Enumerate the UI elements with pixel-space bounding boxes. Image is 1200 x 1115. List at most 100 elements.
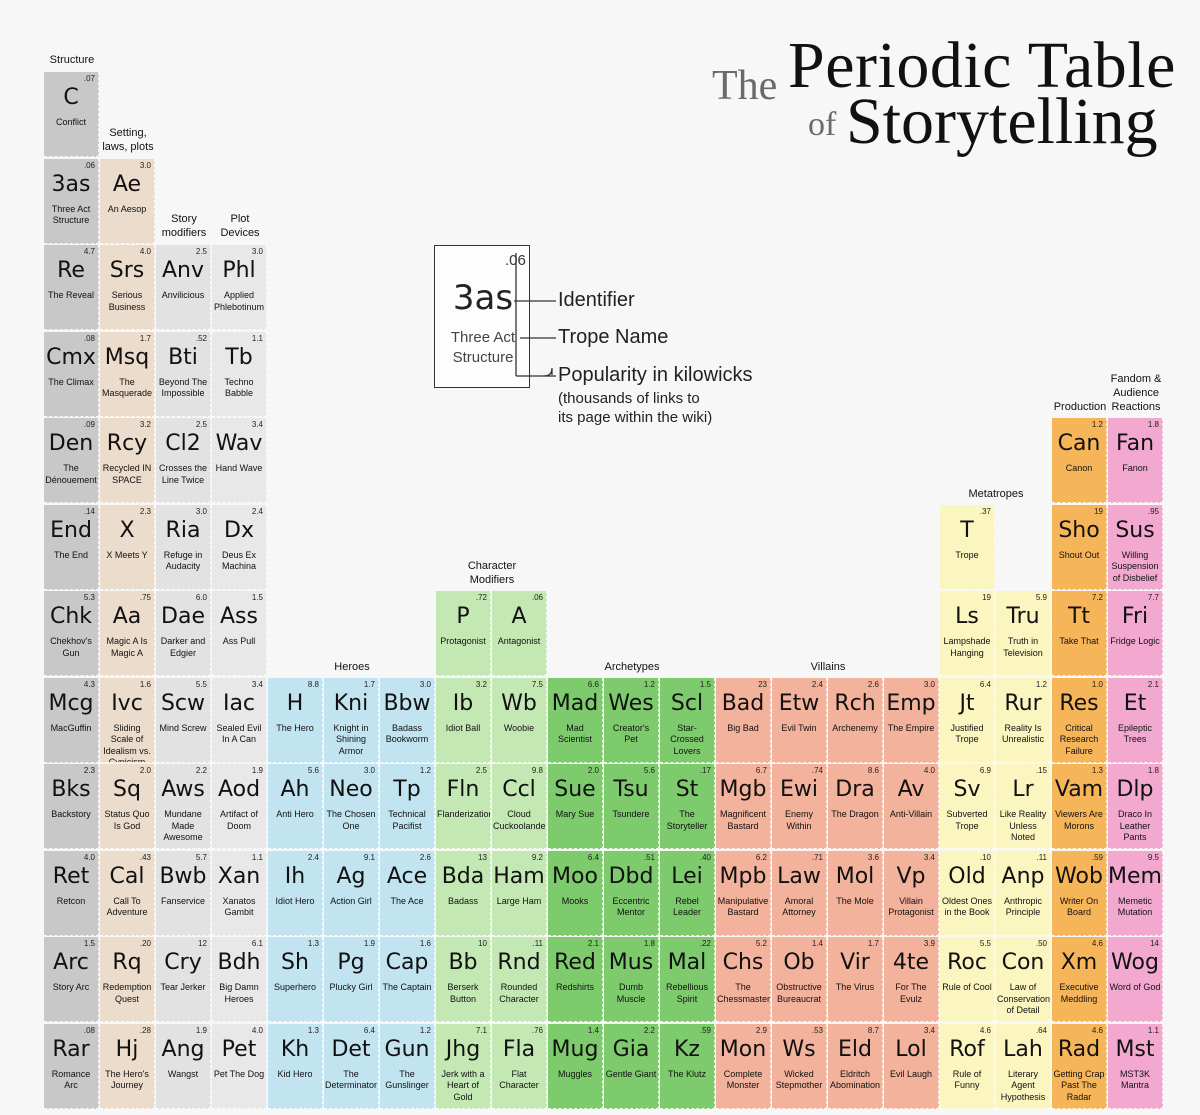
element-dx: 2.4 Dx Deus Ex Machina: [212, 504, 267, 590]
element-symbol: Bti: [168, 344, 198, 370]
element-popularity: .08: [83, 1025, 95, 1035]
group-label: Villains: [810, 661, 846, 673]
element-name: Flanderization: [437, 809, 491, 819]
element-symbol: Lah: [1003, 1036, 1043, 1062]
element-popularity: 3.0: [363, 766, 375, 775]
element-name: The Captain: [382, 982, 432, 992]
element-symbol: Ih: [284, 863, 306, 889]
element-popularity: 1.7: [867, 939, 879, 948]
element-symbol: Pet: [221, 1036, 257, 1062]
element-scl: 1.5 Scl Star-Crossed Lovers: [660, 677, 715, 763]
element-vir: 1.7 Vir The Virus: [828, 937, 883, 1022]
element-anv: 2.5 Anv Anvilicious: [156, 245, 211, 330]
group-label: Character Modifiers: [467, 560, 517, 586]
element-bda: 13 Bda Badass: [436, 850, 491, 936]
element-popularity: .11: [1036, 852, 1047, 862]
element-popularity: 1.7: [139, 333, 151, 343]
legend-name-line2: Structure: [452, 349, 514, 366]
element-popularity: 1.1: [1147, 1025, 1159, 1035]
element-anp: .11 Anp Anthropic Principle: [996, 850, 1051, 936]
element-red: 2.1 Red Redshirts: [548, 937, 603, 1022]
element-name: Protagonist: [440, 636, 486, 646]
element-name: Crosses the Line Twice: [158, 463, 208, 485]
element-sue: 2.0 Sue Mary Sue: [548, 764, 603, 849]
element-fla: .76 Fla Flat Character: [492, 1023, 547, 1109]
element-popularity: 1.8: [1147, 766, 1159, 775]
element-popularity: .43: [139, 852, 151, 862]
element-popularity: 2.6: [867, 679, 879, 689]
element-wb: 7.5 Wb Woobie: [492, 677, 547, 763]
element-popularity: 6.6: [587, 679, 599, 689]
element-popularity: 1.2: [1091, 420, 1103, 429]
element-popularity: 2.6: [419, 852, 431, 862]
element-name: Creator's Pet: [612, 722, 650, 745]
element-popularity: 1.6: [139, 679, 151, 689]
element-mpb: 6.2 Mpb Manipulative Bastard: [716, 850, 771, 936]
element-symbol: Sh: [281, 950, 309, 975]
element-symbol: St: [675, 777, 699, 802]
element-symbol: Av: [897, 777, 925, 802]
element-name: Dumb Muscle: [616, 982, 646, 1004]
element-symbol: Srs: [109, 258, 145, 283]
element-name: Writer On Board: [1059, 895, 1099, 918]
element-symbol: Rad: [1057, 1036, 1101, 1062]
element-popularity: 3.0: [139, 160, 151, 170]
element-name: Draco In Leather Pants: [1117, 809, 1152, 842]
element-name: Eccentric Mentor: [612, 895, 650, 918]
legend-note-line1: (thousands of links to: [558, 390, 700, 407]
element-symbol: Dra: [835, 777, 875, 802]
element-symbol: Bks: [51, 777, 91, 802]
element-symbol: Mpb: [719, 863, 767, 889]
element-rch: 2.6 Rch Archenemy: [828, 677, 883, 763]
element-symbol: Lr: [1012, 777, 1034, 802]
legend-trope-name-label: Trope Name: [558, 326, 669, 348]
element-symbol: Wog: [1111, 950, 1159, 975]
element-symbol: Chk: [49, 604, 93, 629]
element-popularity: 2.1: [1147, 679, 1159, 689]
element-symbol: Mon: [719, 1036, 767, 1062]
element-roc: 5.5 Roc Rule of Cool: [940, 937, 995, 1022]
element-name: For The Evulz: [895, 982, 927, 1004]
element-symbol: 4te: [892, 950, 930, 975]
group-label: Plot Devices: [220, 213, 260, 239]
element-popularity: 3.6: [867, 852, 879, 862]
element-a: .06 A Antagonist: [492, 591, 547, 676]
element-symbol: Rar: [52, 1036, 90, 1062]
element-symbol: A: [511, 604, 527, 629]
element-symbol: Etw: [778, 690, 820, 716]
page-title: The Periodic Table of Storytelling: [700, 22, 1175, 162]
element-popularity: .71: [811, 852, 823, 862]
element-name: Anvilicious: [161, 290, 205, 300]
element-symbol: Ret: [52, 863, 90, 889]
element-popularity: 9.8: [531, 766, 543, 775]
element-name: Backstory: [51, 809, 91, 819]
element-symbol: Rcy: [106, 431, 148, 456]
element-rnd: .11 Rnd Rounded Character: [492, 937, 547, 1022]
element-symbol: Rur: [1004, 690, 1042, 716]
element-name: Sliding Scale of Idealism vs. Cynicism: [103, 722, 151, 763]
element-name: The Chessmaster: [717, 982, 771, 1004]
element-name: Anti Hero: [276, 809, 314, 819]
element-name: Wangst: [167, 1068, 199, 1079]
element-symbol: Anp: [1001, 863, 1045, 889]
element-popularity: 12: [198, 939, 207, 948]
element-name: Redemption Quest: [102, 982, 152, 1004]
element-xan: 1.1 Xan Xanatos Gambit: [212, 850, 267, 936]
element-symbol: Mem: [1108, 863, 1162, 889]
element-symbol: Tp: [393, 777, 421, 802]
element-name: Idiot Hero: [275, 895, 315, 906]
element-name: Story Arc: [52, 982, 90, 992]
element-symbol: Dbd: [608, 863, 654, 889]
element-rq: .20 Rq Redemption Quest: [100, 937, 155, 1022]
element-name: Serious Business: [108, 290, 146, 312]
element-dae: 6.0 Dae Darker and Edgier: [156, 591, 211, 676]
element-name: Badass: [447, 895, 479, 906]
element-name: Rule of Funny: [952, 1068, 982, 1091]
element-name: Kid Hero: [277, 1068, 313, 1079]
element-mon: 2.9 Mon Complete Monster: [716, 1023, 771, 1109]
element-popularity: .28: [139, 1025, 151, 1035]
element-name: Big Bad: [727, 722, 759, 733]
element-popularity: 5.7: [195, 852, 207, 862]
element-wog: 14 Wog Word of God: [1108, 937, 1163, 1022]
element-wob: .59 Wob Writer On Board: [1052, 850, 1107, 936]
